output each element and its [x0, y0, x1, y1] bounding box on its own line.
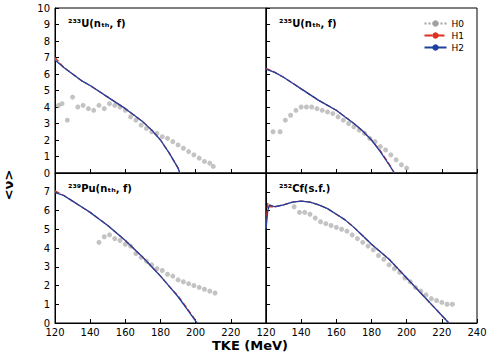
svg-text:160: 160 [116, 327, 135, 338]
svg-text:9: 9 [44, 19, 50, 30]
svg-text:5: 5 [44, 224, 50, 235]
svg-text:0: 0 [44, 168, 50, 179]
svg-text:5: 5 [44, 85, 50, 96]
svg-text:2: 2 [44, 135, 50, 146]
svg-text:6: 6 [44, 69, 50, 80]
svg-text:220: 220 [432, 327, 451, 338]
svg-text:160: 160 [327, 327, 346, 338]
svg-text:3: 3 [44, 118, 50, 129]
svg-text:2: 2 [44, 280, 50, 291]
svg-text:H0: H0 [452, 19, 465, 29]
svg-text:1: 1 [44, 299, 50, 310]
svg-text:3: 3 [44, 261, 50, 272]
svg-text:H1: H1 [452, 31, 465, 41]
svg-text:200: 200 [186, 327, 205, 338]
svg-text:240: 240 [467, 327, 486, 338]
svg-text:TKE (MeV): TKE (MeV) [212, 338, 288, 353]
svg-text:8: 8 [44, 36, 50, 47]
svg-text:7: 7 [44, 186, 50, 197]
svg-text:120: 120 [256, 327, 275, 338]
svg-text:180: 180 [362, 327, 381, 338]
svg-text:²³³U(nₜₕ, f): ²³³U(nₜₕ, f) [68, 18, 126, 29]
svg-text:10: 10 [37, 3, 50, 14]
svg-text:<ν>: <ν> [1, 170, 16, 201]
svg-text:H2: H2 [452, 43, 465, 53]
svg-text:140: 140 [81, 327, 100, 338]
svg-text:4: 4 [44, 243, 50, 254]
svg-text:²³⁹Pu(nₜₕ, f): ²³⁹Pu(nₜₕ, f) [68, 183, 132, 194]
svg-text:120: 120 [45, 327, 64, 338]
svg-text:7: 7 [44, 52, 50, 63]
svg-text:²⁵²Cf(s.f.): ²⁵²Cf(s.f.) [279, 183, 330, 194]
svg-text:0: 0 [43, 317, 50, 329]
svg-text:140: 140 [292, 327, 311, 338]
svg-text:180: 180 [151, 327, 170, 338]
svg-text:1: 1 [44, 151, 50, 162]
svg-text:220: 220 [221, 327, 240, 338]
svg-text:4: 4 [44, 102, 50, 113]
svg-text:200: 200 [397, 327, 416, 338]
svg-text:6: 6 [44, 205, 50, 216]
svg-text:²³⁵U(nₜₕ, f): ²³⁵U(nₜₕ, f) [279, 18, 337, 29]
